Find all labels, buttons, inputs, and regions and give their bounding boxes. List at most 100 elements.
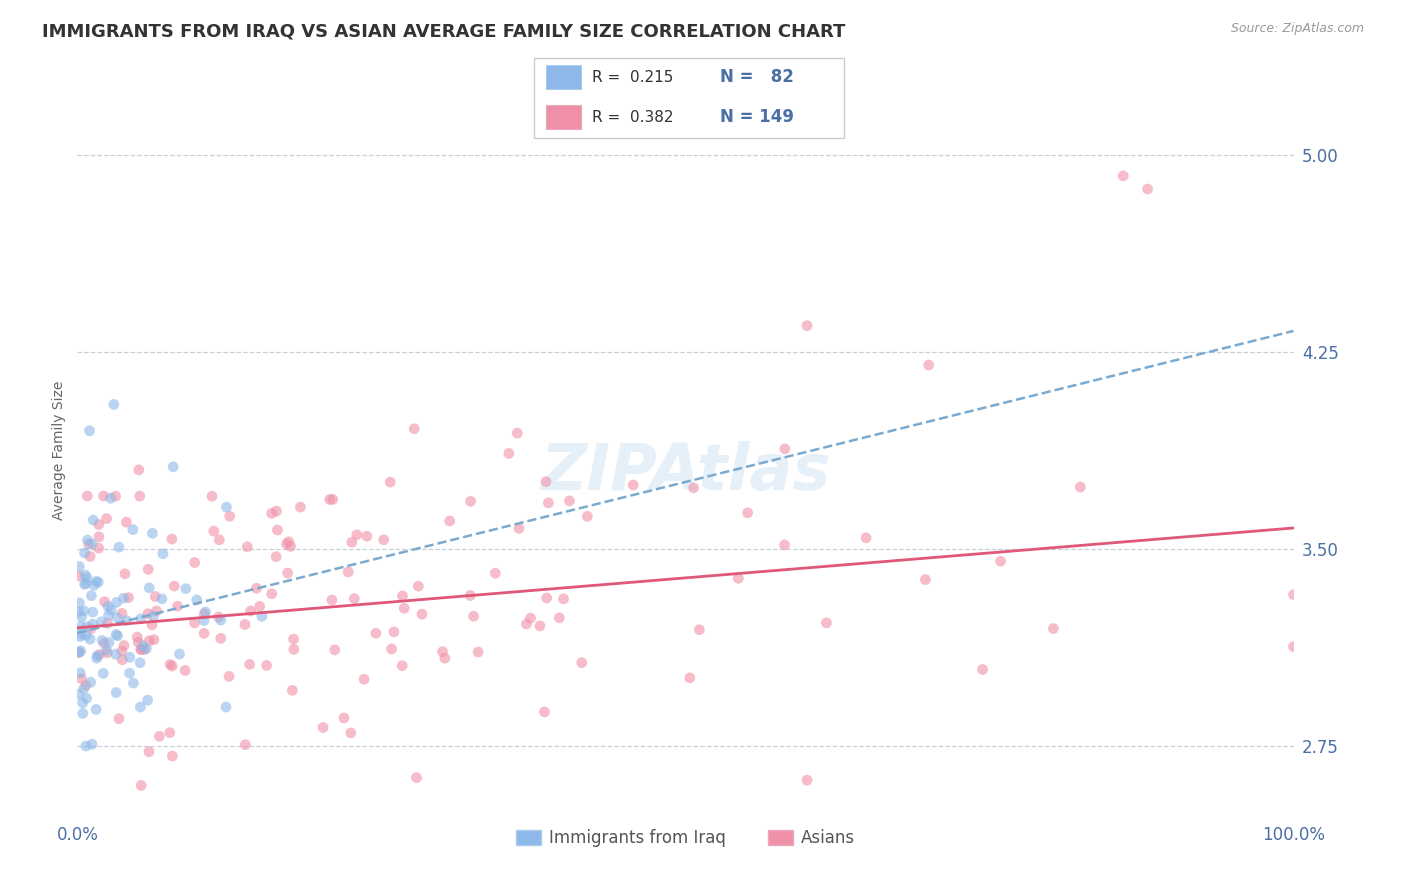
Point	[506, 426, 529, 441]
Point	[174, 664, 197, 678]
Text: N =   82: N = 82	[720, 69, 794, 87]
Point	[855, 531, 877, 545]
Point	[111, 653, 134, 667]
Point	[72, 696, 94, 710]
Point	[463, 609, 485, 624]
Point	[75, 568, 97, 582]
Point	[96, 511, 118, 525]
Point	[1282, 640, 1305, 654]
Point	[312, 721, 335, 735]
Point	[353, 672, 375, 686]
Point	[280, 540, 302, 554]
Point	[96, 646, 118, 660]
Point	[79, 549, 101, 564]
Point	[80, 537, 103, 551]
Point	[519, 611, 541, 625]
Point	[138, 745, 160, 759]
Point	[548, 611, 571, 625]
Point	[67, 646, 90, 660]
Point	[202, 524, 225, 538]
Point	[236, 540, 259, 554]
Point	[256, 658, 278, 673]
Point	[405, 771, 427, 785]
Point	[104, 647, 127, 661]
Text: Source: ZipAtlas.com: Source: ZipAtlas.com	[1230, 22, 1364, 36]
Point	[1112, 169, 1135, 183]
Point	[239, 604, 262, 618]
Point	[276, 537, 298, 551]
Point	[82, 605, 104, 619]
Y-axis label: Average Family Size: Average Family Size	[52, 381, 66, 520]
Point	[103, 397, 125, 411]
Point	[75, 678, 97, 692]
Point	[333, 711, 356, 725]
Point	[160, 532, 183, 546]
Point	[87, 575, 110, 590]
Point	[127, 635, 149, 649]
Point	[118, 650, 141, 665]
Point	[79, 424, 101, 438]
Point	[553, 591, 575, 606]
Point	[86, 648, 108, 663]
Point	[107, 629, 129, 643]
Point	[260, 507, 283, 521]
Point	[990, 554, 1012, 568]
Point	[346, 528, 368, 542]
Point	[67, 559, 90, 574]
Point	[100, 603, 122, 617]
Point	[773, 538, 796, 552]
Point	[128, 489, 150, 503]
Point	[118, 666, 141, 681]
Point	[76, 533, 98, 547]
Point	[128, 463, 150, 477]
Point	[75, 739, 97, 753]
Point	[193, 614, 215, 628]
Point	[87, 517, 110, 532]
Point	[87, 541, 110, 556]
Point	[484, 566, 506, 581]
Point	[918, 358, 941, 372]
Point	[97, 599, 120, 614]
Point	[77, 537, 100, 551]
Point	[90, 615, 112, 629]
Point	[215, 500, 238, 515]
Point	[114, 566, 136, 581]
Point	[576, 509, 599, 524]
Point	[84, 574, 107, 589]
Point	[533, 705, 555, 719]
Point	[82, 513, 104, 527]
Point	[143, 632, 166, 647]
Point	[115, 515, 138, 529]
Point	[108, 540, 131, 554]
Point	[141, 526, 163, 541]
Point	[112, 639, 135, 653]
Point	[105, 627, 128, 641]
Point	[322, 492, 344, 507]
Point	[290, 500, 312, 514]
Point	[281, 683, 304, 698]
Point	[67, 605, 90, 619]
Point	[76, 571, 98, 585]
Point	[321, 593, 343, 607]
Point	[972, 663, 994, 677]
Point	[87, 530, 110, 544]
Point	[183, 615, 205, 630]
Text: ZIPAtlas: ZIPAtlas	[540, 442, 831, 503]
Point	[408, 579, 430, 593]
Point	[283, 642, 305, 657]
Point	[193, 626, 215, 640]
Point	[266, 504, 288, 518]
Point	[537, 496, 560, 510]
Point	[1282, 588, 1305, 602]
Point	[69, 644, 91, 658]
Point	[166, 599, 188, 614]
Point	[111, 607, 134, 621]
Point	[264, 549, 287, 564]
Point	[76, 691, 98, 706]
Point	[129, 612, 152, 626]
Point	[174, 582, 197, 596]
Point	[76, 620, 98, 634]
Point	[467, 645, 489, 659]
Point	[69, 630, 91, 644]
Point	[89, 648, 111, 662]
